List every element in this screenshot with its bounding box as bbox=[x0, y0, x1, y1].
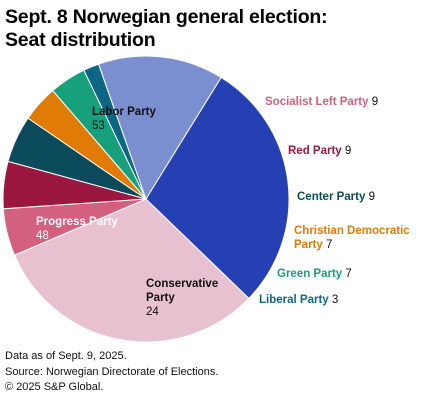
slice-label-center-party: Center Party 9 bbox=[297, 191, 375, 203]
slice-value-red-party: 9 bbox=[342, 145, 352, 157]
chart-title-line-1: Sept. 8 Norwegian general election: bbox=[5, 6, 328, 28]
pie-slice-labor-party bbox=[13, 198, 250, 343]
slice-label-conservative-party: Conservative Party 24 bbox=[146, 278, 218, 318]
chart-title: Sept. 8 Norwegian general election: Seat… bbox=[5, 6, 415, 52]
data-note: Data as of Sept. 9, 2025. bbox=[5, 350, 127, 362]
chart-footer: Data as of Sept. 9, 2025. Source: Norweg… bbox=[5, 349, 218, 396]
slice-value-center-party: 9 bbox=[365, 191, 375, 203]
slice-label-liberal-party: Liberal Party 3 bbox=[259, 294, 338, 306]
pie-slice-progress-party bbox=[145, 76, 290, 300]
slice-value-labor-party: 53 bbox=[92, 120, 105, 132]
slice-label-labor-party: Labor Party 53 bbox=[92, 106, 157, 132]
slice-value-liberal-party: 3 bbox=[329, 294, 339, 306]
slice-label-green-party: Green Party 7 bbox=[277, 268, 352, 280]
slice-label-progress-party: Progress Party 48 bbox=[36, 216, 118, 242]
slice-value-conservative-party: 24 bbox=[146, 306, 159, 318]
slice-label-socialist-left-party: Socialist Left Party 9 bbox=[265, 96, 378, 108]
slice-label-christian-democratic-party: Christian Democratic Party 7 bbox=[294, 225, 410, 251]
source-note: Source: Norwegian Directorate of Electio… bbox=[5, 365, 219, 378]
slice-value-progress-party: 48 bbox=[36, 230, 49, 242]
slice-value-green-party: 7 bbox=[342, 268, 352, 280]
slice-value-socialist-left-party: 9 bbox=[369, 96, 379, 108]
chart-title-line-2: Seat distribution bbox=[5, 29, 156, 51]
copyright-note: © 2025 S&P Global. bbox=[5, 381, 104, 393]
slice-label-red-party: Red Party 9 bbox=[288, 145, 351, 157]
pie-slice-conservative-party bbox=[97, 55, 222, 201]
slice-value-christian-democratic-party: 7 bbox=[323, 239, 333, 251]
pie-chart: Labor Party 53 Socialist Left Party 9 Red P… bbox=[2, 55, 410, 343]
